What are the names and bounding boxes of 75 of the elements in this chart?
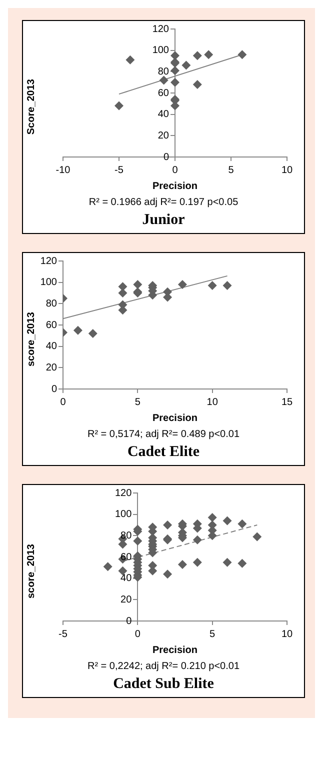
x-tick-label: 10 [281,164,293,176]
x-tick-label: 10 [206,396,218,408]
y-tick-label: 40 [120,573,132,584]
y-tick-label: 0 [51,384,58,395]
point [222,558,232,567]
text: R² = 0,5174; adj R²= 0.489 p<0.01 [86,429,241,440]
point [178,560,187,569]
point [170,66,180,76]
y-tick-label: 0 [126,616,132,627]
y-tick-label: 60 [158,88,170,99]
text: Junior [141,212,186,229]
x-tick-label: -5 [58,628,68,640]
y-tick-label: 0 [163,152,170,163]
y-axis-title: score_2013 [26,312,36,366]
point [192,80,202,89]
point [133,536,142,546]
point [159,76,168,85]
x-tick-label: -5 [114,164,124,176]
x-tick-label: 5 [228,164,234,176]
point [163,570,172,579]
y-tick-label: 20 [158,130,170,142]
y-tick-label: 40 [46,341,58,352]
point [133,280,142,289]
text: R² = 0.1966 adj R²= 0.197 p<0.05 [88,197,240,208]
point [208,513,217,522]
point [126,55,135,64]
y-tick-label: 40 [158,109,170,120]
x-tick-label: 5 [210,628,216,640]
y-tick-label: 120 [152,24,170,35]
x-tick-label: 0 [172,164,178,176]
point [192,558,202,567]
text: Cadet Sub Elite [112,676,215,693]
point [238,50,247,60]
y-tick-label: 60 [46,320,58,331]
y-tick-label: 120 [40,256,58,267]
point [238,519,247,528]
y-tick-label: 80 [158,66,170,78]
point [238,558,247,568]
x-tick-label: 10 [281,628,293,640]
x-tick-label: -10 [56,164,71,176]
point [73,326,82,335]
point [252,532,262,542]
x-tick-label: 5 [134,396,141,408]
y-tick-label: 100 [114,509,132,520]
point [163,520,172,530]
y-tick-label: 120 [114,488,132,499]
point [192,535,202,544]
text: Cadet Elite [126,444,201,461]
y-tick-label: 20 [46,362,58,374]
point [118,288,128,298]
point [204,50,214,60]
text: R² = 0,2242; adj R²= 0.210 p<0.01 [86,661,241,672]
x-axis-title: Precision [152,412,198,424]
y-axis-title: score_2013 [26,544,36,598]
point [222,516,232,526]
x-axis-title: Precision [152,644,198,656]
point [182,60,191,70]
point [114,101,124,110]
y-tick-label: 100 [152,45,170,56]
y-tick-label: 20 [120,594,132,606]
y-tick-label: 80 [120,530,132,542]
y-tick-label: 100 [40,277,58,288]
x-axis-title: Precision [152,180,198,192]
point [103,562,112,572]
point [192,51,202,60]
point [222,281,232,290]
point [208,281,217,290]
x-tick-label: 0 [134,628,141,640]
point [178,280,187,289]
y-axis-title: Score_2013 [26,79,36,135]
x-tick-label: 15 [281,396,293,408]
y-tick-label: 80 [46,298,58,310]
point [88,329,98,338]
x-tick-label: 0 [60,396,66,408]
point [170,78,180,87]
